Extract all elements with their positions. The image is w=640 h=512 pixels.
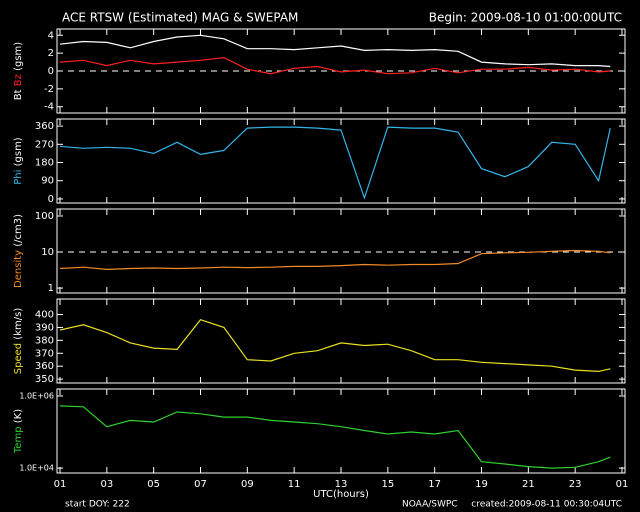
y-tick-label: -2	[44, 84, 54, 95]
x-tick-label: 07	[194, 479, 207, 490]
x-axis-label: UTC(hours)	[313, 489, 369, 500]
legend-label: Phi	[13, 170, 24, 185]
begin-time: Begin: 2009-08-10 01:00:00UTC	[429, 11, 622, 25]
y-axis-label: Speed (km/s)	[13, 308, 24, 375]
x-tick-label: 09	[241, 479, 254, 490]
y-unit: (gsm)	[13, 137, 24, 166]
data-line	[59, 318, 611, 373]
legend-label: Temp	[13, 426, 24, 454]
y-tick-label: 2	[48, 48, 54, 59]
legend-label: Bz	[13, 74, 24, 86]
data-line	[59, 405, 611, 469]
panel-frame	[56, 208, 626, 294]
data-line	[59, 126, 611, 200]
data-line	[59, 56, 611, 75]
x-tick-label: 19	[475, 479, 488, 490]
source: NOAA/SWPC	[402, 500, 458, 510]
y-tick-label: 360	[35, 361, 54, 372]
created-time: created:2009-08-11 00:30:04UTC	[471, 500, 622, 510]
panel-frame	[56, 28, 626, 114]
x-tick-label: 13	[335, 479, 348, 490]
y-tick-label: 370	[35, 348, 54, 359]
chart-title: ACE RTSW (Estimated) MAG & SWEPAM	[62, 11, 298, 25]
y-tick-label: 360	[35, 121, 54, 132]
data-line	[59, 34, 611, 68]
y-tick-label: 270	[35, 139, 54, 150]
y-tick-label: 350	[35, 374, 54, 385]
y-axis-label: Bt Bz (gsm)	[13, 42, 24, 100]
y-tick-label: 180	[35, 158, 54, 169]
y-unit: (gsm)	[13, 42, 24, 71]
x-tick-label: 17	[428, 479, 441, 490]
y-tick-label: 1.0E+04	[19, 464, 54, 473]
y-tick-label: 1	[48, 283, 54, 294]
y-tick-label: 390	[35, 322, 54, 333]
start-doy: start DOY: 222	[65, 500, 130, 510]
x-tick-label: 23	[569, 479, 582, 490]
panel-frame	[56, 388, 626, 474]
x-tick-label: 03	[100, 479, 113, 490]
x-tick-label: 01	[54, 479, 67, 490]
y-axis-label: Temp (K)	[13, 409, 24, 454]
y-tick-label: 380	[35, 335, 54, 346]
y-unit: (K)	[13, 409, 24, 423]
y-unit: (/cm3)	[13, 214, 24, 247]
y-unit: (km/s)	[13, 308, 24, 340]
x-tick-label: 21	[522, 479, 535, 490]
y-axis-label: Density (/cm3)	[13, 214, 24, 288]
legend-label: Density	[13, 250, 24, 288]
x-tick-label: 05	[147, 479, 160, 490]
y-tick-label: 10	[41, 247, 54, 258]
y-tick-label: 0	[48, 194, 54, 205]
panel-frame	[56, 298, 626, 384]
legend-label: Bt	[13, 89, 24, 100]
y-tick-label: 4	[48, 30, 54, 41]
x-tick-label: 01	[616, 479, 629, 490]
legend-label: Speed	[13, 343, 24, 374]
y-tick-label: 90	[41, 176, 54, 187]
x-tick-label: 11	[288, 479, 301, 490]
y-tick-label: 1.0E+06	[19, 391, 54, 400]
x-tick-label: 15	[381, 479, 394, 490]
y-tick-label: -4	[44, 102, 54, 113]
y-tick-label: 100	[35, 211, 54, 222]
y-tick-label: 0	[48, 66, 54, 77]
data-line	[59, 249, 611, 271]
y-axis-label: Phi (gsm)	[13, 137, 24, 185]
y-tick-label: 400	[35, 310, 54, 321]
